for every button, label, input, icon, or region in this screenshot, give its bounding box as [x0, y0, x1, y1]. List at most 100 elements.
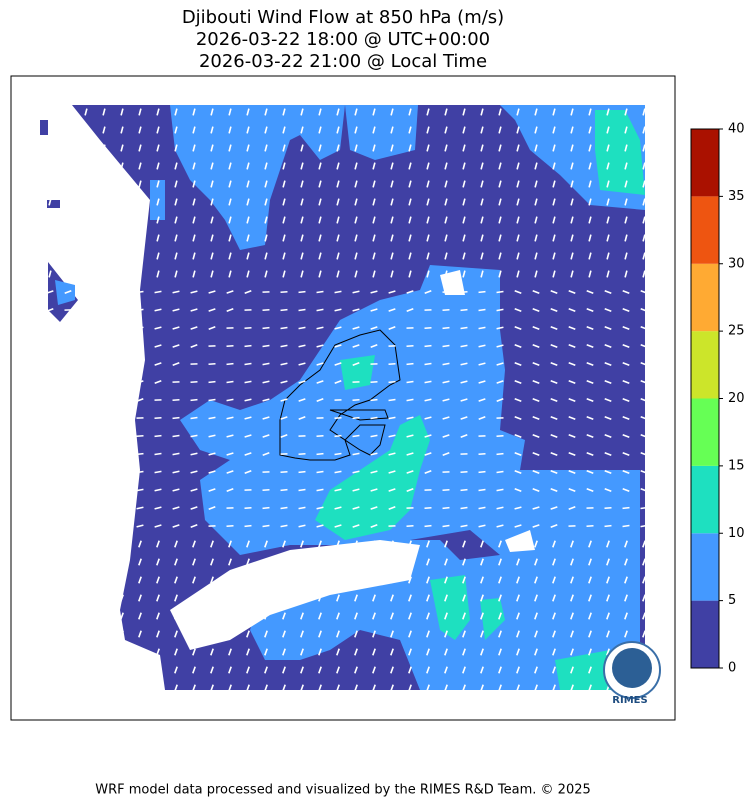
wind-arrow	[103, 181, 105, 188]
wind-arrow	[67, 595, 69, 602]
wind-arrow	[641, 508, 648, 509]
wind-arrow	[101, 381, 108, 383]
wind-arrow	[137, 327, 144, 328]
wind-arrow	[119, 417, 126, 419]
wind-arrow	[101, 417, 108, 419]
colorbar-tick-label: 20	[728, 391, 745, 406]
wind-arrow	[119, 381, 126, 383]
wind-arrow	[103, 217, 105, 224]
wind-arrow	[121, 559, 123, 566]
wind-arrow	[67, 235, 69, 242]
wind-arrow	[47, 382, 54, 383]
wind-arrow	[65, 471, 72, 473]
wind-arrow	[67, 667, 69, 674]
wind-arrow	[85, 253, 87, 260]
wind-arrow	[137, 292, 144, 293]
wind-arrow	[371, 418, 378, 419]
wind-arrow	[335, 454, 342, 455]
wind-arrow	[121, 667, 123, 674]
wind-arrow	[83, 399, 90, 401]
wind-arrow	[85, 649, 87, 656]
wind-arrow	[67, 127, 69, 134]
wind-arrow	[67, 145, 69, 152]
wind-arrow	[67, 271, 69, 278]
wind-arrow	[49, 541, 51, 548]
wind-arrow	[85, 577, 87, 584]
wind-arrow	[85, 559, 87, 566]
wind-arrow	[119, 507, 126, 508]
wind-arrow	[49, 181, 51, 188]
wind-arrow	[101, 363, 108, 364]
wind-arrow	[191, 400, 198, 401]
wind-arrow	[49, 667, 51, 674]
wind-arrow	[85, 685, 87, 692]
wind-arrow	[85, 127, 87, 134]
wind-arrow	[139, 271, 141, 278]
wind-arrow	[317, 292, 324, 293]
map	[40, 105, 647, 691]
wind-arrow	[317, 454, 324, 455]
wind-arrow	[49, 217, 51, 224]
colorbar-band	[691, 466, 719, 533]
wind-arrow	[103, 649, 105, 656]
wind-arrow	[49, 109, 51, 116]
wind-arrow	[119, 472, 126, 473]
wind-arrow	[47, 364, 54, 365]
wind-arrow	[65, 381, 72, 382]
wind-arrow	[83, 346, 90, 347]
wind-arrow	[281, 310, 288, 311]
wind-arrow	[425, 346, 432, 347]
wind-arrow	[103, 559, 105, 566]
wind-arrow	[85, 163, 87, 170]
wind-arrow	[49, 127, 51, 134]
wind-arrow	[443, 508, 450, 509]
wind-arrow	[103, 685, 105, 692]
wind-arrow	[101, 345, 108, 346]
wind-arrow	[479, 472, 486, 473]
wind-arrow	[101, 435, 108, 437]
colorbar-band	[691, 601, 719, 668]
colorbar-band	[691, 129, 719, 196]
wind-arrow	[85, 631, 87, 638]
wind-arrow	[425, 364, 432, 365]
wind-arrow	[461, 310, 468, 311]
wind-arrow	[49, 613, 51, 620]
wind-arrow	[119, 363, 126, 365]
logo-globe	[612, 648, 652, 688]
wind-arrow	[461, 508, 468, 509]
wind-arrow	[101, 525, 108, 526]
wind-arrow	[443, 346, 450, 347]
wind-arrow	[65, 417, 72, 419]
wind-arrow	[119, 327, 126, 328]
wind-arrow	[49, 559, 51, 566]
wind-arrow	[101, 508, 108, 509]
colorbar-tick-label: 10	[728, 526, 745, 541]
wind-arrow	[119, 490, 126, 491]
wind-arrow	[85, 613, 87, 620]
logo: RIMES	[604, 642, 660, 706]
wind-arrow	[227, 382, 234, 383]
colorbar-tick-label: 15	[728, 458, 745, 473]
wind-arrow	[85, 595, 87, 602]
wind-arrow	[407, 364, 414, 365]
wind-arrow	[101, 328, 108, 329]
wind-arrow	[65, 435, 72, 437]
wind-arrow	[83, 381, 90, 382]
wind-arrow	[119, 525, 126, 526]
wind-arrow	[83, 526, 90, 527]
wind-arrow	[371, 400, 378, 401]
wind-arrow	[67, 253, 69, 260]
wind-arrow	[49, 253, 51, 260]
wind-arrow	[85, 145, 87, 152]
wind-arrow	[103, 145, 105, 152]
wind-arrow	[155, 454, 162, 455]
wind-arrow	[49, 631, 51, 638]
wind-arrow	[245, 346, 252, 347]
logo-text: RIMES	[612, 695, 647, 706]
wind-arrow	[83, 435, 90, 437]
wind-arrow	[85, 271, 87, 278]
wind-arrow	[67, 685, 69, 692]
wind-arrow	[281, 508, 288, 509]
